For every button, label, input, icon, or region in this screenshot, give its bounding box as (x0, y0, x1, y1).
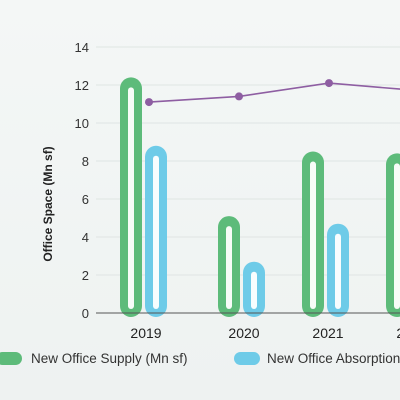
y-tick-label: 8 (82, 154, 89, 169)
x-tick-label-2019: 2019 (130, 325, 161, 341)
bar-highlight (394, 163, 400, 309)
bars (120, 77, 400, 318)
legend-label-absorption: New Office Absorption (267, 351, 400, 366)
line-point-2020 (235, 92, 243, 101)
y-tick-label: 6 (82, 192, 89, 207)
line-point-2019 (145, 98, 153, 107)
y-axis-title: Office Space (Mn sf) (41, 146, 55, 261)
x-tick-labels: 2019 2020 2021 2022 (130, 325, 400, 341)
bar-highlight (310, 161, 316, 309)
legend-swatch-absorption (234, 352, 260, 365)
bar-highlight (128, 87, 134, 310)
y-tick-label: 4 (82, 230, 89, 245)
y-tick-label: 14 (75, 40, 89, 55)
legend-label-supply: New Office Supply (Mn sf) (31, 351, 188, 366)
x-tick-label-2022: 2022 (396, 325, 400, 341)
bar-highlight (153, 155, 159, 309)
bar-highlight (226, 226, 232, 309)
y-tick-label: 2 (82, 268, 89, 283)
x-tick-label-2020: 2020 (228, 325, 259, 341)
bar-highlight (335, 233, 341, 309)
line-series (145, 79, 400, 107)
y-tick-labels: 0 2 4 6 8 10 12 14 (75, 40, 89, 321)
y-tick-label: 12 (75, 78, 89, 93)
y-tick-label: 10 (75, 116, 89, 131)
x-tick-label-2021: 2021 (312, 325, 343, 341)
legend: New Office Supply (Mn sf) New Office Abs… (0, 351, 400, 366)
line-path (148, 82, 400, 103)
line-point-2021 (325, 79, 333, 88)
bar-highlight (251, 271, 257, 309)
legend-swatch-supply (0, 352, 22, 365)
y-tick-label: 0 (82, 306, 89, 321)
